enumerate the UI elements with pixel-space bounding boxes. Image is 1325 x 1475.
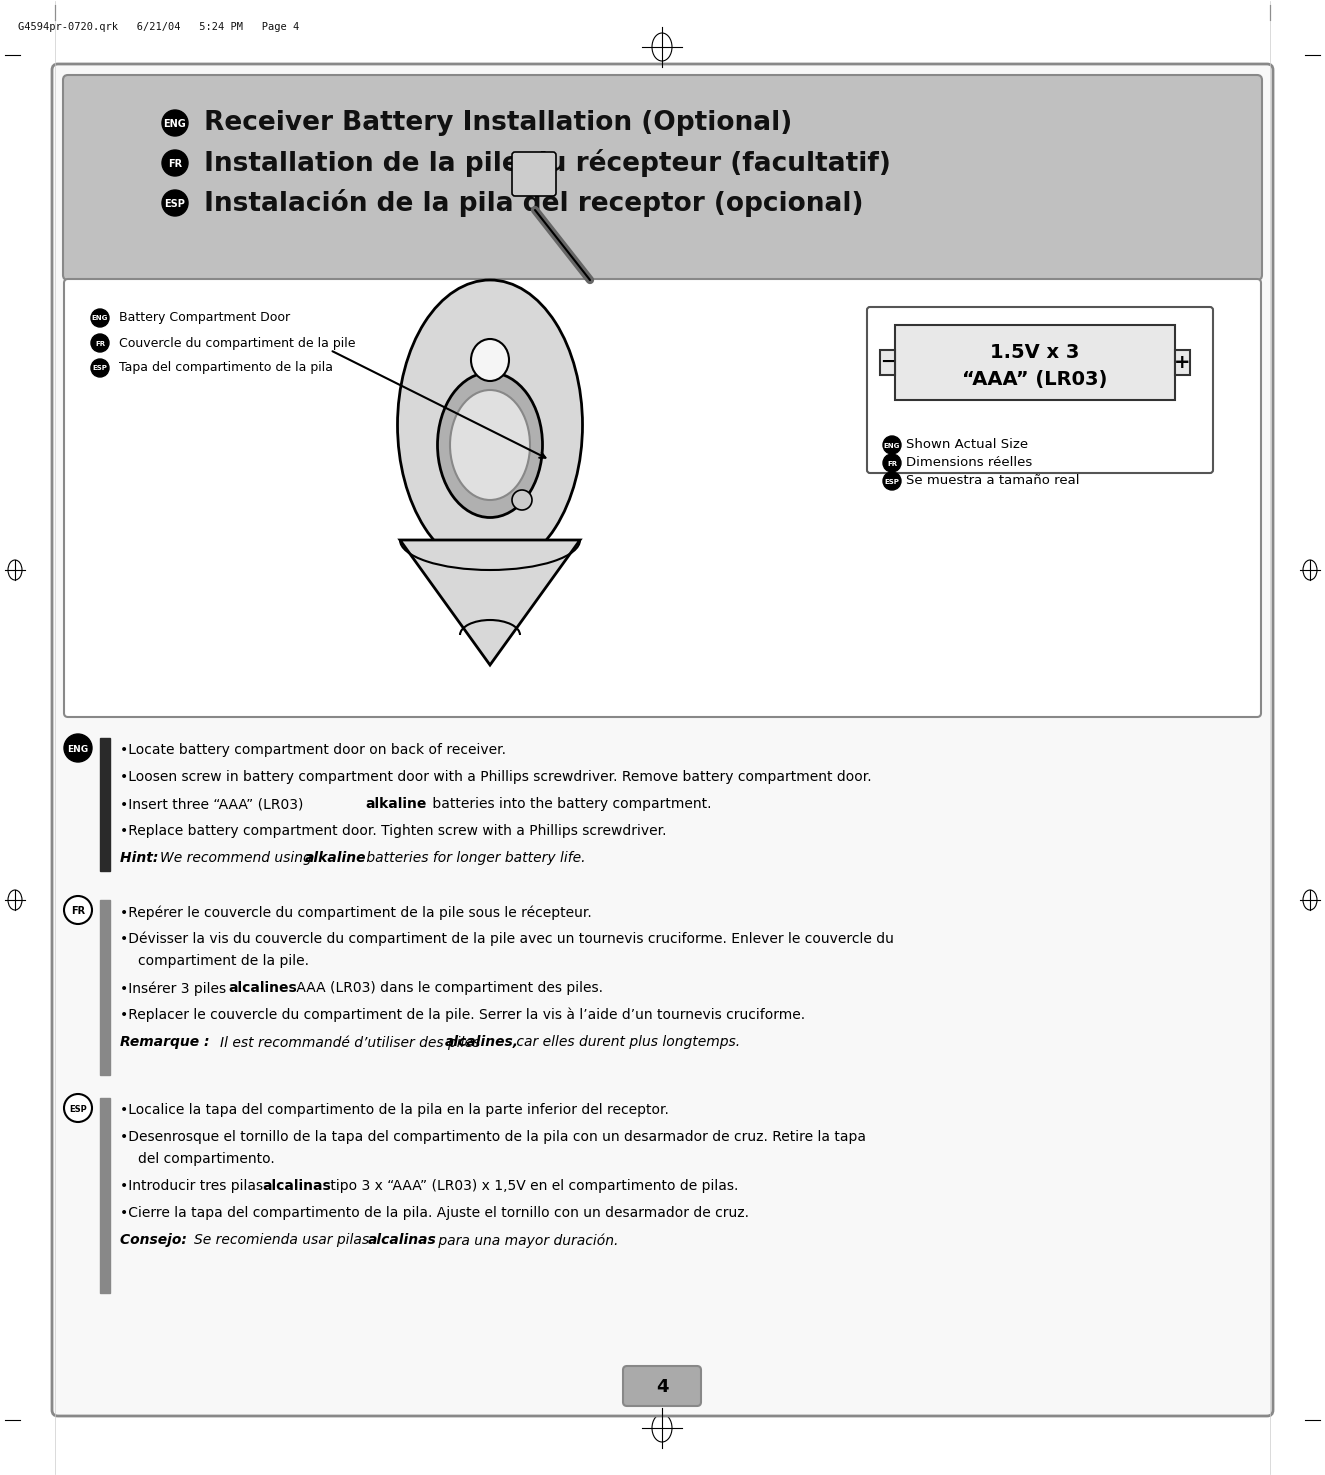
Text: Se recomienda usar pilas: Se recomienda usar pilas: [193, 1233, 374, 1246]
Text: Consejo:: Consejo:: [121, 1233, 192, 1246]
Text: compartiment de la pile.: compartiment de la pile.: [138, 954, 309, 968]
Text: •Localice la tapa del compartimento de la pila en la parte inferior del receptor: •Localice la tapa del compartimento de l…: [121, 1103, 669, 1117]
Text: 1.5V x 3: 1.5V x 3: [990, 342, 1080, 361]
Bar: [1175, 350, 1190, 375]
Text: FR: FR: [72, 906, 85, 916]
Text: batteries into the battery compartment.: batteries into the battery compartment.: [428, 796, 712, 811]
Text: •Introducir tres pilas: •Introducir tres pilas: [121, 1179, 268, 1193]
Bar: [894, 324, 1175, 400]
Circle shape: [91, 358, 109, 378]
Text: Se muestra a tamaño real: Se muestra a tamaño real: [906, 475, 1080, 488]
FancyBboxPatch shape: [64, 279, 1261, 717]
Text: tipo 3 x “AAA” (LR03) x 1,5V en el compartimento de pilas.: tipo 3 x “AAA” (LR03) x 1,5V en el compa…: [326, 1179, 738, 1193]
Text: Instalación de la pila del receptor (opcional): Instalación de la pila del receptor (opc…: [195, 189, 864, 217]
Text: ESP: ESP: [164, 199, 186, 209]
Bar: [880, 350, 894, 375]
FancyBboxPatch shape: [64, 75, 1261, 280]
Text: Tapa del compartimento de la pila: Tapa del compartimento de la pila: [115, 361, 333, 375]
Text: •Insert three “AAA” (LR03): •Insert three “AAA” (LR03): [121, 796, 307, 811]
Ellipse shape: [451, 389, 530, 500]
Text: alcalinas: alcalinas: [262, 1179, 331, 1193]
Text: •Replacer le couvercle du compartiment de la pile. Serrer la vis à l’aide d’un t: •Replacer le couvercle du compartiment d…: [121, 1007, 806, 1022]
Text: ENG: ENG: [163, 119, 187, 128]
Text: Dimensions réelles: Dimensions réelles: [906, 456, 1032, 469]
Circle shape: [882, 454, 901, 472]
Text: 4: 4: [656, 1378, 668, 1395]
FancyBboxPatch shape: [623, 1366, 701, 1406]
Circle shape: [882, 472, 901, 490]
Text: •Locate battery compartment door on back of receiver.: •Locate battery compartment door on back…: [121, 743, 506, 757]
Text: •Replace battery compartment door. Tighten screw with a Phillips screwdriver.: •Replace battery compartment door. Tight…: [121, 825, 666, 838]
Text: alkaline: alkaline: [305, 851, 367, 864]
Circle shape: [162, 150, 188, 176]
Circle shape: [511, 490, 533, 510]
Text: ENG: ENG: [91, 316, 109, 322]
Circle shape: [64, 735, 91, 763]
Text: ESP: ESP: [69, 1105, 87, 1114]
Text: G4594pr-0720.qrk   6/21/04   5:24 PM   Page 4: G4594pr-0720.qrk 6/21/04 5:24 PM Page 4: [19, 22, 299, 32]
Circle shape: [91, 333, 109, 353]
Circle shape: [162, 190, 188, 215]
FancyBboxPatch shape: [52, 63, 1273, 1416]
Bar: [99, 1097, 110, 1294]
Text: ENG: ENG: [68, 745, 89, 754]
Text: ESP: ESP: [885, 478, 900, 484]
Text: alcalines: alcalines: [228, 981, 297, 996]
Text: ESP: ESP: [93, 366, 107, 372]
Text: Shown Actual Size: Shown Actual Size: [906, 438, 1028, 451]
Circle shape: [162, 111, 188, 136]
FancyBboxPatch shape: [511, 152, 556, 196]
Text: Installation de la pile du récepteur (facultatif): Installation de la pile du récepteur (fa…: [195, 149, 890, 177]
Text: Hint:: Hint:: [121, 851, 163, 864]
Text: alcalines,: alcalines,: [445, 1035, 519, 1049]
Text: −: −: [880, 353, 896, 372]
Text: •Loosen screw in battery compartment door with a Phillips screwdriver. Remove ba: •Loosen screw in battery compartment doo…: [121, 770, 872, 785]
Text: “AAA” (LR03): “AAA” (LR03): [962, 370, 1108, 389]
Text: Remarque :: Remarque :: [121, 1035, 215, 1049]
Text: para una mayor duración.: para una mayor duración.: [435, 1233, 619, 1248]
Text: •Repérer le couvercle du compartiment de la pile sous le récepteur.: •Repérer le couvercle du compartiment de…: [121, 906, 592, 919]
FancyBboxPatch shape: [867, 307, 1212, 473]
Text: •Desenrosque el tornillo de la tapa del compartimento de la pila con un desarmad: •Desenrosque el tornillo de la tapa del …: [121, 1130, 867, 1145]
Circle shape: [64, 1094, 91, 1122]
Text: FR: FR: [886, 460, 897, 466]
Text: +: +: [1174, 353, 1191, 372]
Text: del compartimento.: del compartimento.: [138, 1152, 274, 1167]
Circle shape: [882, 437, 901, 454]
Text: alcalinas: alcalinas: [368, 1233, 437, 1246]
Text: •Cierre la tapa del compartimento de la pila. Ajuste el tornillo con un desarmad: •Cierre la tapa del compartimento de la …: [121, 1207, 749, 1220]
Polygon shape: [400, 540, 580, 665]
Bar: [99, 738, 110, 872]
Text: •Dévisser la vis du couvercle du compartiment de la pile avec un tournevis cruci: •Dévisser la vis du couvercle du compart…: [121, 932, 894, 947]
Text: Couvercle du compartiment de la pile: Couvercle du compartiment de la pile: [115, 336, 355, 350]
Text: FR: FR: [95, 341, 105, 347]
Ellipse shape: [437, 373, 542, 518]
Circle shape: [91, 308, 109, 327]
Circle shape: [64, 895, 91, 923]
Text: batteries for longer battery life.: batteries for longer battery life.: [362, 851, 586, 864]
Text: AAA (LR03) dans le compartiment des piles.: AAA (LR03) dans le compartiment des pile…: [292, 981, 603, 996]
Text: Il est recommandé d’utiliser des piles: Il est recommandé d’utiliser des piles: [220, 1035, 485, 1050]
Text: •Insérer 3 piles: •Insérer 3 piles: [121, 981, 231, 996]
Text: FR: FR: [168, 159, 182, 170]
Text: alkaline: alkaline: [364, 796, 427, 811]
Bar: [99, 900, 110, 1075]
Text: We recommend using: We recommend using: [160, 851, 317, 864]
Text: car elles durent plus longtemps.: car elles durent plus longtemps.: [511, 1035, 741, 1049]
Text: ENG: ENG: [884, 442, 900, 448]
Text: Receiver Battery Installation (Optional): Receiver Battery Installation (Optional): [195, 111, 792, 136]
Ellipse shape: [398, 280, 583, 569]
Text: Battery Compartment Door: Battery Compartment Door: [115, 311, 290, 324]
Ellipse shape: [470, 339, 509, 381]
